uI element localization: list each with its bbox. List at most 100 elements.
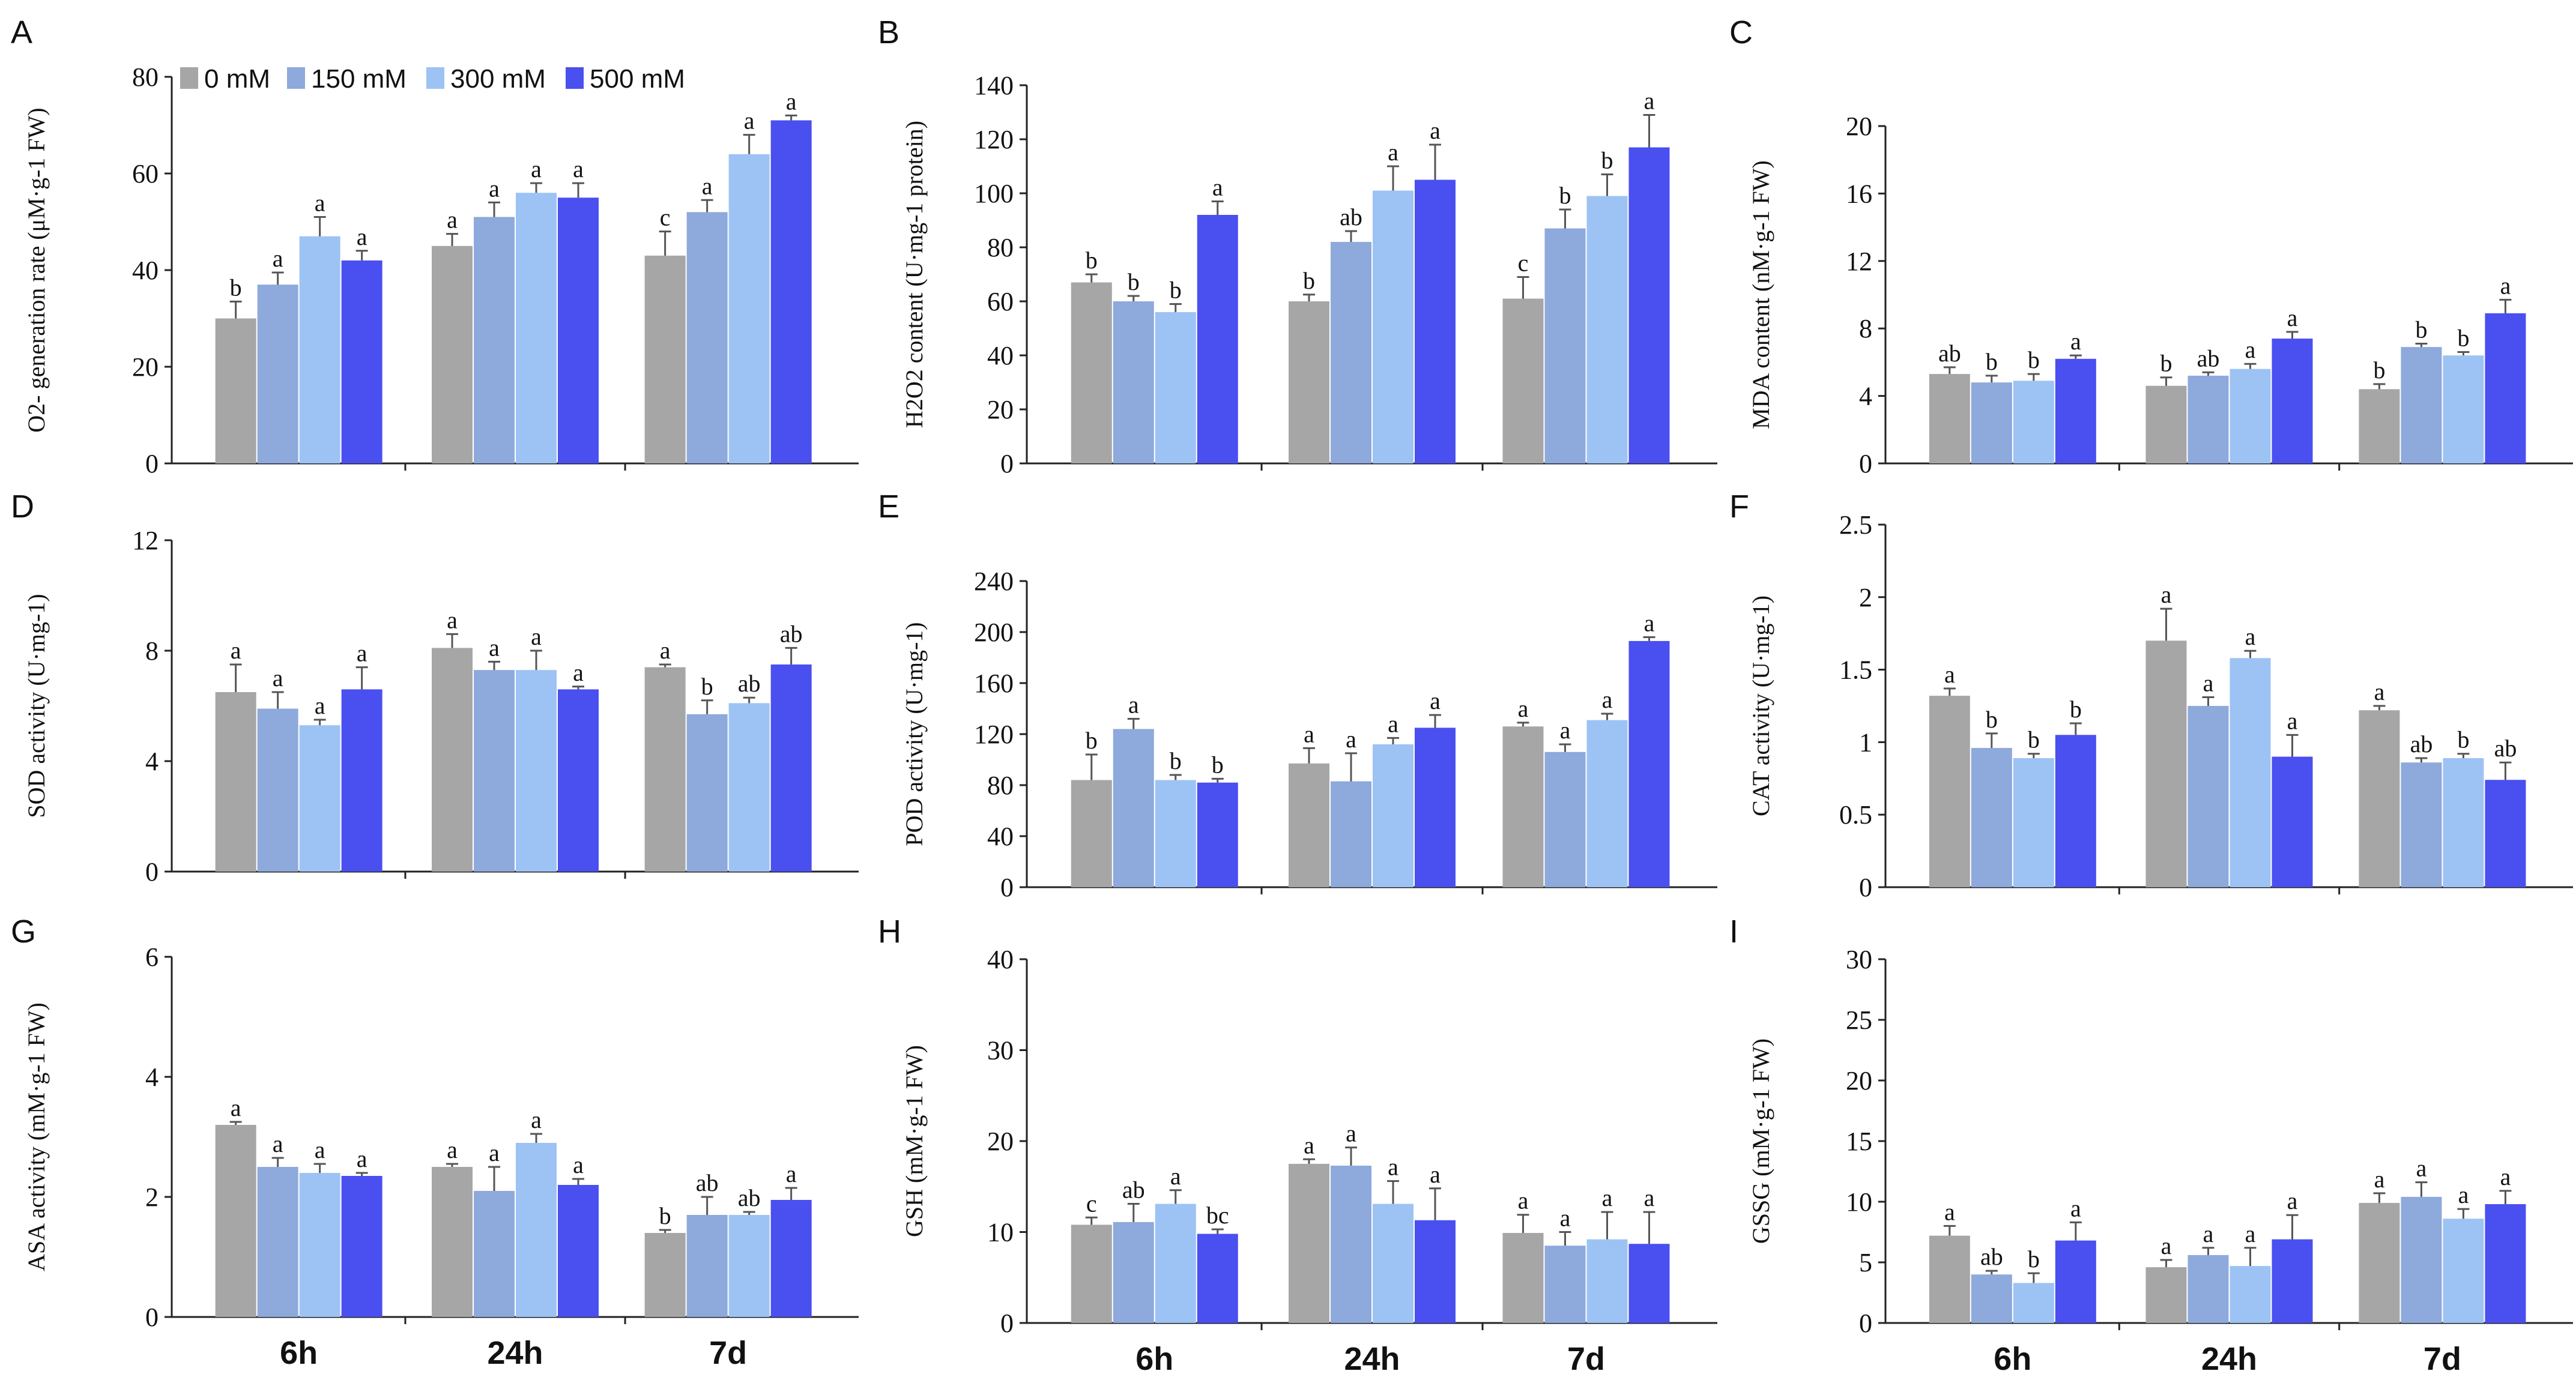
chart-panel-b: B 0 20 40 60 80 100 120 140 H2O2 content (U·mg-1 … — [878, 14, 1717, 478]
y-tick-label: 60 — [987, 287, 1014, 316]
significance-letter: a — [1388, 139, 1398, 166]
bar-0mm-7d — [644, 255, 686, 463]
bar-0mm-24h — [1289, 763, 1329, 887]
bar-500mm-6h — [341, 689, 382, 872]
significance-letter: a — [1644, 88, 1655, 115]
significance-letter: a — [1304, 720, 1314, 747]
significance-letter: a — [2070, 328, 2081, 355]
significance-letter: a — [2070, 1195, 2081, 1222]
bar-300mm-24h — [516, 193, 557, 463]
bar-150mm-6h — [1113, 301, 1154, 463]
bar-500mm-7d — [2485, 313, 2526, 463]
significance-letter: a — [2500, 1163, 2511, 1190]
bar-0mm-7d — [2359, 1203, 2400, 1323]
y-tick-label: 120 — [974, 125, 1014, 154]
significance-letter: b — [1128, 268, 1140, 295]
y-tick-label: 16 — [1846, 179, 1872, 208]
bar-500mm-24h — [2272, 339, 2313, 463]
bar-150mm-24h — [2187, 1255, 2229, 1323]
bar-300mm-24h — [2230, 1266, 2271, 1323]
bar-500mm-24h — [558, 1185, 599, 1317]
y-tick-label: 80 — [987, 771, 1014, 800]
y-tick-label: 2 — [145, 1183, 159, 1212]
significance-letter: a — [1644, 1184, 1655, 1211]
bar-0mm-24h — [2145, 1267, 2187, 1323]
chart-panel-e: E 0 40 80 120 160 200 240 POD activity (U·mg-1) b… — [878, 489, 1717, 902]
panel-letter: F — [1729, 489, 1749, 525]
bar-150mm-7d — [1544, 228, 1586, 463]
significance-letter: a — [531, 1106, 542, 1133]
bar-150mm-24h — [2187, 706, 2229, 887]
significance-letter: a — [315, 189, 325, 216]
y-axis-title: GSH (mM·g-1 FW) — [901, 1045, 928, 1237]
y-tick-label: 80 — [132, 62, 159, 92]
significance-letter: a — [2287, 304, 2298, 331]
significance-letter: a — [447, 606, 458, 633]
significance-letter: a — [573, 1151, 584, 1178]
significance-letter: a — [2245, 336, 2256, 363]
bar-150mm-24h — [1331, 1165, 1371, 1323]
bar-150mm-6h — [1971, 1274, 2012, 1323]
significance-letter: a — [1560, 1205, 1571, 1232]
x-category-label: 7d — [2423, 1341, 2461, 1377]
bar-300mm-7d — [728, 703, 770, 872]
x-category-label: 24h — [2201, 1341, 2257, 1377]
significance-letter: c — [1086, 1190, 1097, 1217]
y-tick-label: 15 — [1846, 1127, 1872, 1156]
y-tick-label: 10 — [987, 1218, 1014, 1247]
significance-letter: b — [2070, 696, 2082, 723]
y-tick-label: 40 — [132, 256, 159, 285]
y-tick-label: 0 — [1000, 873, 1014, 902]
significance-letter: a — [1346, 726, 1356, 753]
significance-letter: a — [2161, 581, 2172, 608]
x-category-label: 24h — [487, 1335, 543, 1371]
significance-letter: ab — [2197, 345, 2220, 372]
bar-500mm-7d — [770, 1200, 812, 1317]
bar-150mm-7d — [686, 1215, 728, 1317]
bar-150mm-24h — [474, 217, 515, 463]
y-tick-label: 12 — [132, 526, 159, 555]
significance-letter: a — [1644, 610, 1655, 637]
significance-letter: a — [660, 637, 671, 664]
significance-letter: a — [447, 206, 458, 234]
significance-letter: a — [273, 1130, 283, 1157]
bar-300mm-7d — [728, 154, 770, 463]
bar-300mm-24h — [1373, 190, 1413, 463]
legend-label: 500 mM — [590, 64, 685, 94]
bar-0mm-24h — [432, 1167, 473, 1317]
bar-300mm-6h — [299, 725, 340, 872]
bar-500mm-24h — [558, 197, 599, 463]
bar-150mm-6h — [257, 708, 298, 872]
significance-letter: a — [231, 1094, 241, 1121]
significance-letter: ab — [1938, 340, 1961, 367]
x-category-label: 6h — [1994, 1341, 2031, 1377]
significance-letter: a — [531, 623, 542, 650]
significance-letter: a — [489, 634, 500, 661]
bar-150mm-6h — [257, 1167, 298, 1317]
significance-letter: ab — [1122, 1177, 1145, 1204]
bar-300mm-24h — [516, 1143, 557, 1317]
y-tick-label: 0 — [1000, 449, 1014, 478]
significance-letter: b — [1212, 751, 1224, 778]
significance-letter: ab — [2410, 731, 2433, 758]
significance-letter: c — [660, 204, 671, 231]
panel-letter: D — [11, 489, 34, 525]
bar-150mm-24h — [1331, 781, 1371, 887]
bar-300mm-24h — [1373, 1204, 1413, 1323]
significance-letter: b — [1303, 267, 1315, 294]
bar-150mm-7d — [686, 212, 728, 463]
significance-letter: a — [357, 640, 367, 667]
significance-letter: a — [1388, 710, 1398, 737]
y-tick-label: 30 — [987, 1036, 1014, 1065]
y-tick-label: 8 — [1859, 314, 1872, 343]
bar-300mm-6h — [2013, 758, 2054, 887]
significance-letter: a — [315, 692, 325, 719]
bar-0mm-6h — [1071, 282, 1112, 463]
y-tick-label: 0 — [145, 449, 159, 478]
bar-300mm-24h — [2230, 658, 2271, 887]
significance-letter: b — [2457, 726, 2469, 753]
significance-letter: a — [273, 664, 283, 692]
bar-500mm-7d — [1628, 147, 1670, 463]
y-tick-label: 40 — [987, 822, 1014, 851]
